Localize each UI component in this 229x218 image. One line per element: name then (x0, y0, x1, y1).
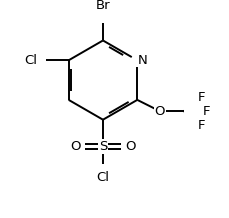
Text: N: N (137, 54, 146, 67)
Text: Cl: Cl (25, 54, 37, 67)
Text: O: O (125, 140, 136, 153)
Text: F: F (197, 90, 205, 104)
Text: Cl: Cl (96, 171, 109, 184)
Text: O: O (70, 140, 80, 153)
Text: O: O (154, 105, 164, 118)
Text: F: F (202, 105, 209, 118)
Text: Br: Br (95, 0, 110, 12)
Text: F: F (197, 119, 205, 132)
Text: S: S (98, 140, 107, 153)
